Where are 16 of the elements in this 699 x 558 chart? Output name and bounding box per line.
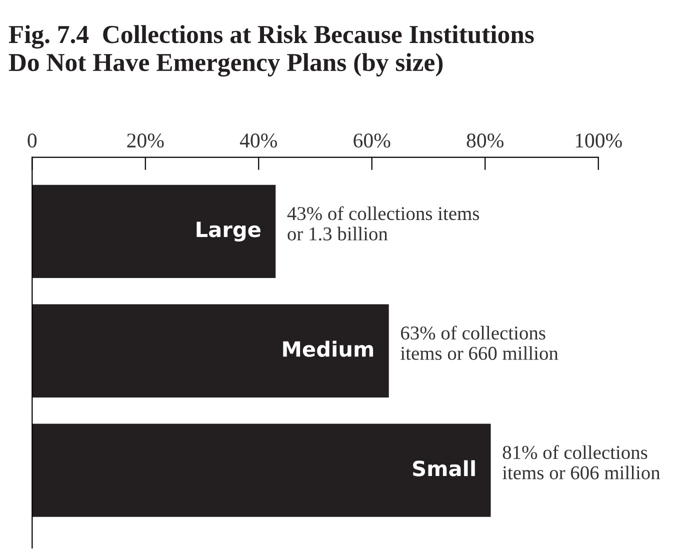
x-tick-label: 80% (466, 134, 504, 148)
x-tick-label: 20% (127, 134, 164, 148)
x-tick-label: 40% (240, 134, 278, 148)
data-label: 43% of collections items or 1.3 billion (287, 206, 480, 241)
y-tick-label: Small (413, 460, 475, 476)
y-tick-label: Large (196, 222, 260, 242)
x-tick-label: 100% (576, 134, 622, 148)
y-tick-label: Medium (283, 340, 374, 357)
chart-title: Fig. 7.4 Collections at Risk Because Institutions Do Not Have Emergency Plans (by size) (8, 25, 534, 77)
bar (32, 424, 491, 517)
data-label: 63% of collections items or 660 million (400, 326, 558, 360)
bar (32, 304, 389, 398)
x-tick-label: 0 (28, 134, 37, 148)
bar (32, 184, 276, 278)
data-label: 81% of collections items or 606 million (502, 445, 660, 480)
x-tick-label: 60% (354, 134, 390, 148)
